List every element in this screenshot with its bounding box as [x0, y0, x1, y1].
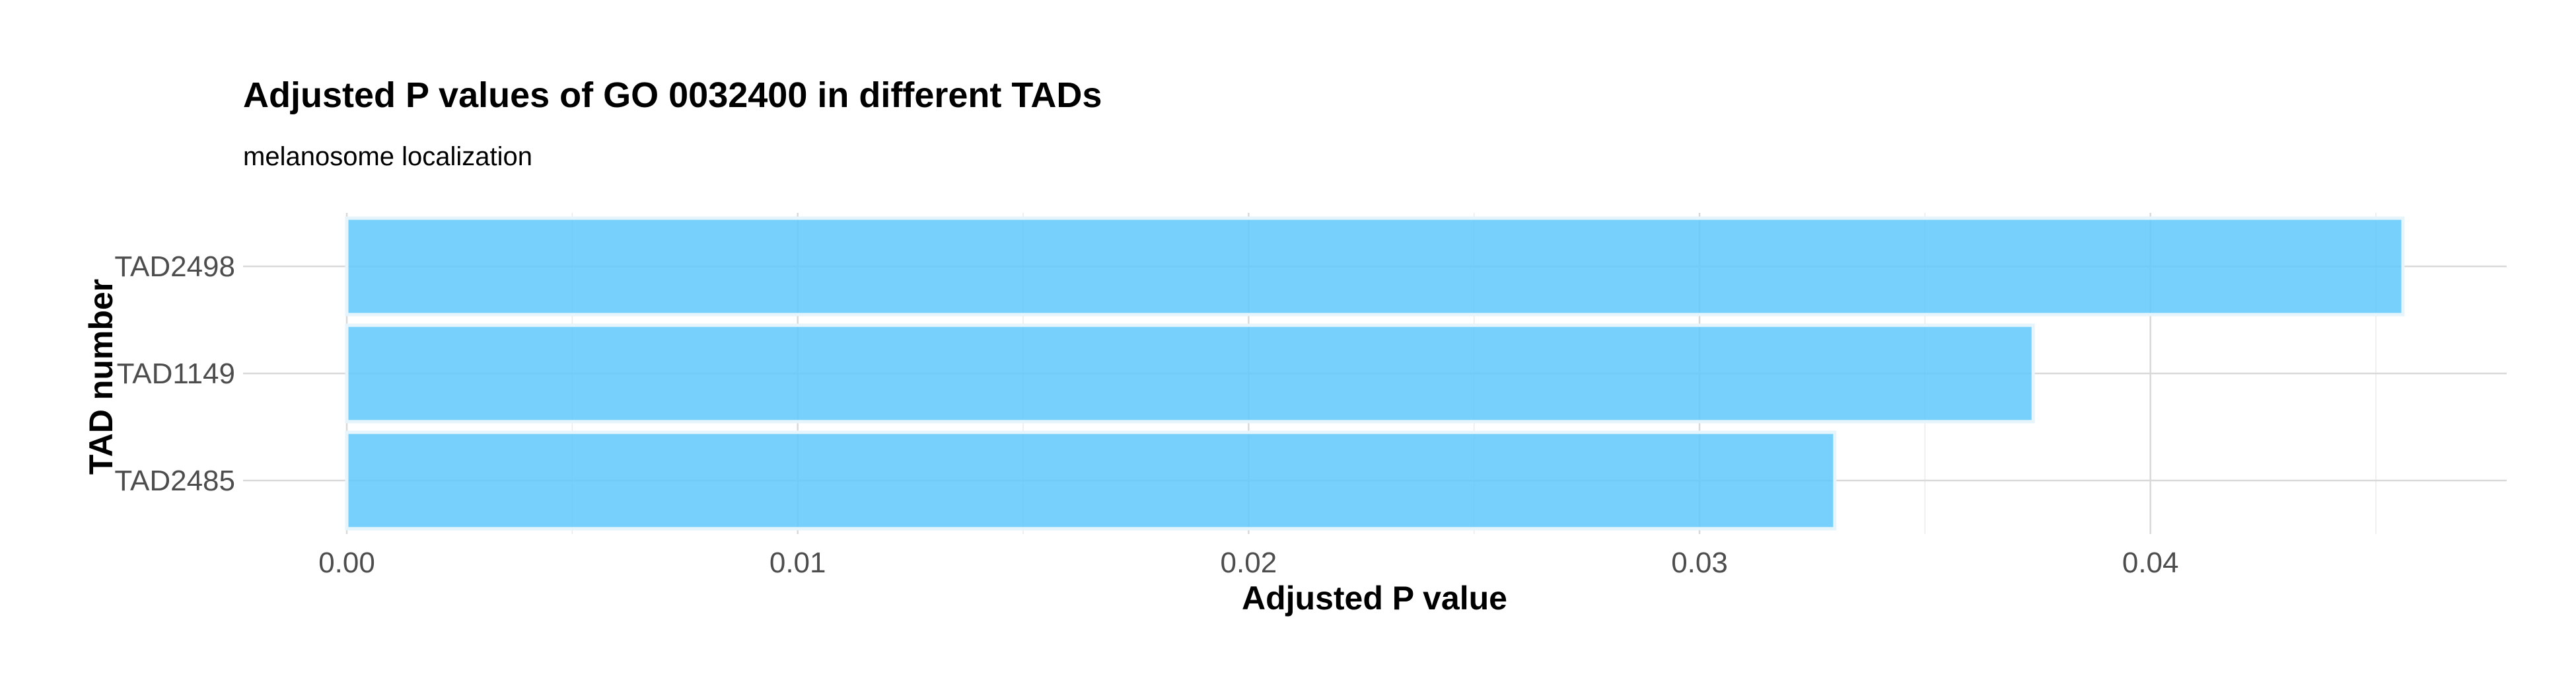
x-tick-labels: 0.00 0.01 0.02 0.03 0.04: [318, 547, 2178, 579]
bars: [345, 216, 2405, 531]
chart-title: Adjusted P values of GO 0032400 in diffe…: [243, 75, 1102, 115]
x-tick-label: 0.00: [318, 547, 375, 579]
y-tick-labels: TAD2498 TAD1149 TAD2485: [114, 251, 235, 497]
x-tick-label: 0.04: [2122, 547, 2179, 579]
bar-tad2485: [345, 430, 1837, 531]
x-tick-label: 0.03: [1671, 547, 1728, 579]
y-tick-label: TAD2498: [114, 251, 235, 283]
x-tick-label: 0.02: [1221, 547, 1277, 579]
y-axis-title: TAD number: [83, 279, 120, 475]
bar-tad2498: [345, 216, 2405, 317]
bar-tad1149: [345, 323, 2035, 424]
y-tick-label: TAD1149: [117, 358, 235, 390]
y-tick-label: TAD2485: [114, 465, 235, 497]
x-axis-title: Adjusted P value: [1242, 580, 1507, 617]
chart-subtitle: melanosome localization: [243, 142, 532, 171]
x-tick-label: 0.01: [769, 547, 826, 579]
